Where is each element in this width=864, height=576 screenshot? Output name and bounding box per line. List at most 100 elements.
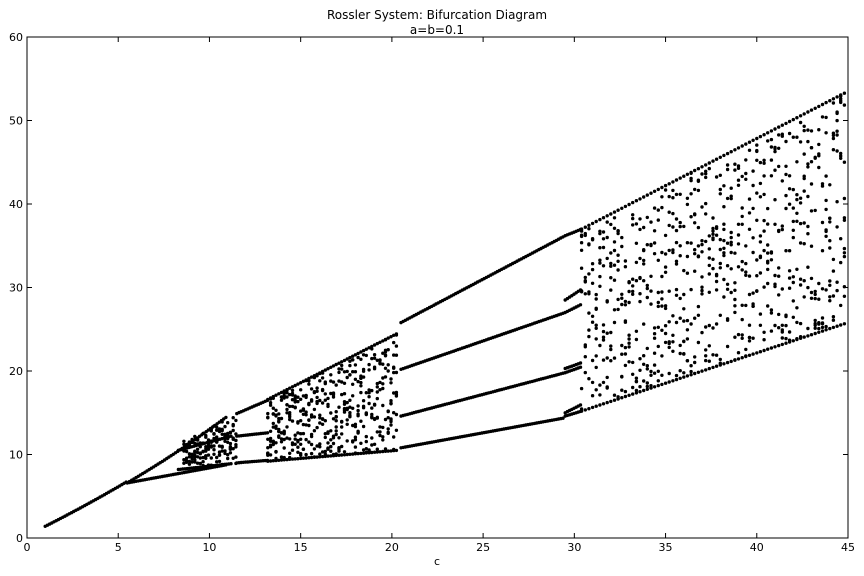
scatter-point xyxy=(587,227,591,231)
scatter-point xyxy=(392,340,396,345)
scatter-point xyxy=(337,361,341,365)
scatter-point xyxy=(293,383,297,388)
scatter-point xyxy=(780,328,784,332)
scatter-point xyxy=(820,325,825,330)
scatter-point xyxy=(612,356,617,360)
scatter-point xyxy=(831,133,836,138)
x-tick-label: 20 xyxy=(385,541,399,554)
scatter-point xyxy=(777,133,781,137)
scatter-point xyxy=(364,439,368,444)
scatter-point xyxy=(348,411,352,415)
scatter-point xyxy=(762,174,766,178)
scatter-point xyxy=(824,115,828,120)
scatter-point xyxy=(296,420,300,424)
scatter-point xyxy=(620,235,624,240)
scatter-point xyxy=(392,411,396,415)
scatter-point xyxy=(667,340,671,344)
scatter-point xyxy=(798,201,803,205)
scatter-point xyxy=(609,344,613,348)
scatter-point xyxy=(334,432,338,437)
scatter-point xyxy=(685,318,690,323)
scatter-point xyxy=(392,391,396,395)
scatter-point xyxy=(389,399,393,403)
scatter-point xyxy=(579,248,584,252)
scatter-point xyxy=(361,367,366,372)
scatter-point xyxy=(780,179,784,183)
scatter-point xyxy=(711,266,715,271)
scatter-point xyxy=(729,243,733,247)
scatter-point xyxy=(318,371,322,376)
scatter-point xyxy=(667,210,671,214)
scatter-point xyxy=(795,320,799,325)
scatter-point xyxy=(293,400,297,404)
plot-area xyxy=(26,36,849,539)
scatter-point xyxy=(747,323,752,327)
scatter-point xyxy=(353,377,358,381)
scatter-point xyxy=(361,399,366,403)
scatter-point xyxy=(293,405,297,409)
scatter-point xyxy=(839,154,843,158)
scatter-point xyxy=(747,140,752,144)
scatter-point xyxy=(583,408,587,412)
scatter-point xyxy=(348,359,352,363)
scatter-point xyxy=(824,324,828,329)
scatter-point xyxy=(590,358,595,363)
scatter-point xyxy=(638,276,642,281)
scatter-point xyxy=(605,331,609,335)
scatter-point xyxy=(307,423,311,428)
scatter-point xyxy=(290,391,295,396)
scatter-point xyxy=(798,114,803,118)
scatter-point xyxy=(587,242,591,246)
scatter-point xyxy=(828,326,832,331)
scatter-point xyxy=(290,419,295,423)
scatter-point xyxy=(634,279,639,283)
scatter-point xyxy=(579,290,584,294)
scatter-point xyxy=(817,142,821,147)
scatter-point xyxy=(718,357,722,362)
scatter-point xyxy=(671,225,675,229)
scatter-point xyxy=(182,461,186,465)
scatter-point xyxy=(755,218,759,222)
scatter-point xyxy=(674,178,679,182)
scatter-point xyxy=(733,168,737,172)
scatter-point xyxy=(835,129,839,133)
scatter-point xyxy=(769,250,774,254)
scatter-point xyxy=(631,289,635,294)
scatter-point xyxy=(381,425,385,430)
scatter-point xyxy=(389,335,393,339)
scatter-point xyxy=(649,369,653,374)
scatter-point xyxy=(634,391,639,395)
scatter-point xyxy=(590,281,595,285)
scatter-point xyxy=(725,196,730,201)
scatter-point xyxy=(587,334,591,339)
scatter-point xyxy=(820,316,825,320)
scatter-point xyxy=(620,396,624,400)
scatter-point xyxy=(266,411,270,416)
scatter-point xyxy=(279,458,284,462)
scatter-point xyxy=(722,295,726,299)
scatter-point xyxy=(198,461,202,466)
scatter-point xyxy=(394,344,399,348)
scatter-point xyxy=(342,381,347,385)
scatter-point xyxy=(663,252,668,256)
x-tick-label: 40 xyxy=(750,541,764,554)
scatter-point xyxy=(729,196,733,201)
scatter-point xyxy=(623,363,628,368)
scatter-point xyxy=(386,416,390,420)
scatter-point xyxy=(689,171,693,175)
scatter-point xyxy=(740,174,744,179)
scatter-point xyxy=(623,259,628,263)
scatter-point xyxy=(345,418,349,422)
scatter-point xyxy=(353,438,358,442)
scatter-point xyxy=(671,180,675,184)
scatter-point xyxy=(356,351,360,356)
scatter-point xyxy=(579,241,584,245)
scatter-point xyxy=(381,449,385,454)
scatter-point xyxy=(656,344,660,349)
scatter-point xyxy=(696,255,701,259)
scatter-point xyxy=(667,320,671,324)
scatter-point xyxy=(198,441,202,445)
scatter-point xyxy=(334,452,338,456)
scatter-point xyxy=(583,292,587,296)
